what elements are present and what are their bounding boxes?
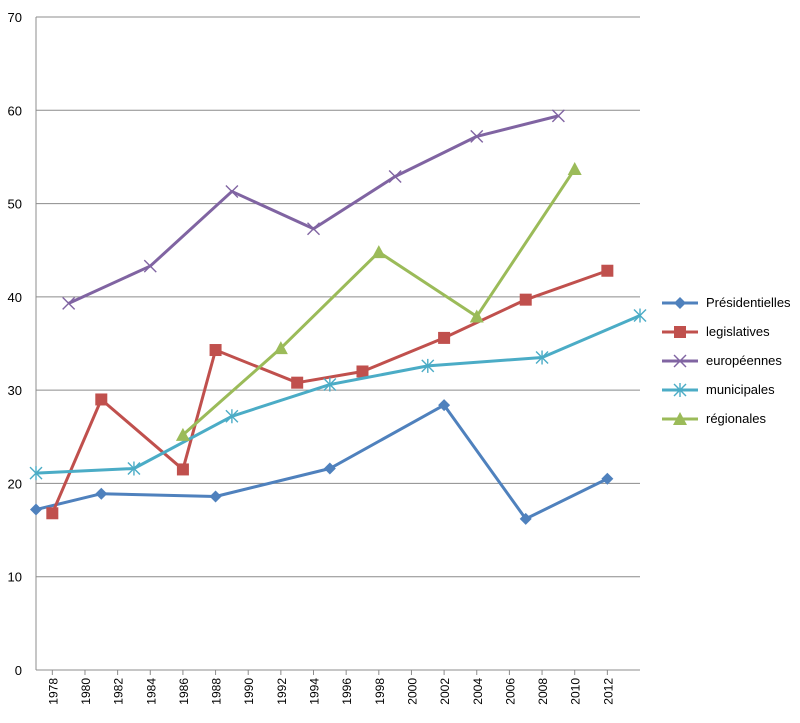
x-tick-label: 2004: [471, 678, 485, 705]
data-point: [601, 472, 614, 485]
x-tick-label: 2006: [503, 678, 517, 705]
x-tick-label: 1996: [340, 678, 354, 705]
series-layer: [29, 109, 647, 525]
series-0: [30, 399, 614, 525]
data-point: [273, 341, 288, 355]
data-point: [323, 377, 337, 392]
data-point: [307, 222, 321, 236]
data-point: [175, 427, 190, 441]
data-point: [469, 309, 484, 323]
data-point: [323, 462, 336, 475]
data-point: [371, 245, 386, 259]
data-point: [46, 507, 59, 520]
data-point: [95, 393, 108, 406]
data-point: [633, 308, 647, 323]
legend-label: Présidentielles: [706, 295, 791, 310]
data-point: [551, 109, 565, 123]
x-tick-label: 1978: [46, 678, 60, 705]
x-tick-label: 1998: [373, 678, 387, 705]
legend-item: Présidentielles: [662, 288, 792, 317]
legend-label: legislatives: [706, 324, 770, 339]
legend-swatch: [662, 382, 698, 397]
x-tick-label: 2008: [536, 678, 550, 705]
data-point: [356, 365, 369, 378]
legend-swatch: [662, 325, 698, 339]
series-line: [50, 269, 608, 514]
data-point: [470, 129, 484, 143]
legend-item: municipales: [662, 375, 792, 404]
data-point: [127, 461, 141, 476]
series-1: [46, 264, 614, 520]
legend-item: régionales: [662, 404, 792, 433]
data-point: [62, 296, 76, 310]
series-line: [181, 168, 576, 437]
data-point: [421, 358, 435, 373]
x-tick-label: 2002: [438, 678, 452, 705]
data-point: [29, 466, 43, 481]
series-2: [62, 109, 565, 310]
data-point: [535, 350, 549, 365]
x-tick-label: 1982: [112, 678, 126, 705]
data-point: [225, 184, 239, 198]
series-line: [35, 314, 641, 475]
data-point: [438, 331, 451, 344]
x-tick-label: 2000: [405, 678, 419, 705]
series-line: [35, 403, 609, 521]
data-point: [95, 487, 108, 500]
x-tick-label: 2010: [569, 678, 583, 705]
x-tick-label: 1988: [210, 678, 224, 705]
gridlines: [36, 16, 640, 578]
data-point: [567, 162, 582, 176]
legend-item: legislatives: [662, 317, 792, 346]
data-point: [209, 490, 222, 503]
legend-label: municipales: [706, 382, 775, 397]
data-point: [291, 376, 304, 389]
legend-label: régionales: [706, 411, 766, 426]
legend-swatch: [662, 411, 698, 426]
x-tick-label: 1984: [144, 678, 158, 705]
data-point: [601, 264, 614, 277]
data-point: [519, 512, 532, 525]
y-tick-labels: 0 10 20 30 40 50 60 70: [8, 10, 22, 678]
data-point: [143, 259, 157, 273]
y-tick-label: 50: [8, 197, 22, 212]
x-tick-label: 1990: [242, 678, 256, 705]
y-tick-label: 0: [15, 663, 22, 678]
y-tick-label: 10: [8, 570, 22, 585]
y-tick-label: 30: [8, 383, 22, 398]
legend-marker: [674, 325, 686, 338]
data-point: [30, 503, 42, 516]
x-tick-label: 1986: [177, 678, 191, 705]
axes: [35, 17, 640, 675]
legend-label: européennes: [706, 353, 782, 368]
legend-marker: [673, 411, 687, 425]
x-tick-label: 1992: [275, 678, 289, 705]
data-point: [209, 344, 222, 357]
data-point: [176, 463, 189, 476]
legend: Présidentielles legislatives européennes mu…: [662, 288, 792, 433]
y-tick-label: 70: [8, 10, 22, 25]
legend-swatch: [662, 354, 698, 368]
x-tick-label: 1980: [79, 678, 93, 705]
y-tick-label: 20: [8, 476, 22, 491]
x-tick-labels: 1978 1980 1982 1984 1986 1988 1990 1992 1994 1996…: [46, 678, 615, 705]
data-point: [225, 409, 239, 424]
x-tick-label: 1994: [308, 678, 322, 705]
x-tick-label: 2012: [601, 678, 615, 705]
series-line: [68, 114, 559, 305]
series-4: [175, 162, 582, 441]
legend-marker: [674, 296, 686, 309]
legend-marker: [673, 354, 687, 367]
legend-item: européennes: [662, 346, 792, 375]
y-tick-label: 60: [8, 103, 22, 118]
data-point: [519, 293, 532, 306]
series-3: [29, 308, 647, 481]
legend-marker: [673, 382, 687, 397]
data-point: [388, 170, 402, 184]
y-tick-label: 40: [8, 290, 22, 305]
legend-swatch: [662, 296, 698, 310]
data-point: [438, 399, 451, 412]
